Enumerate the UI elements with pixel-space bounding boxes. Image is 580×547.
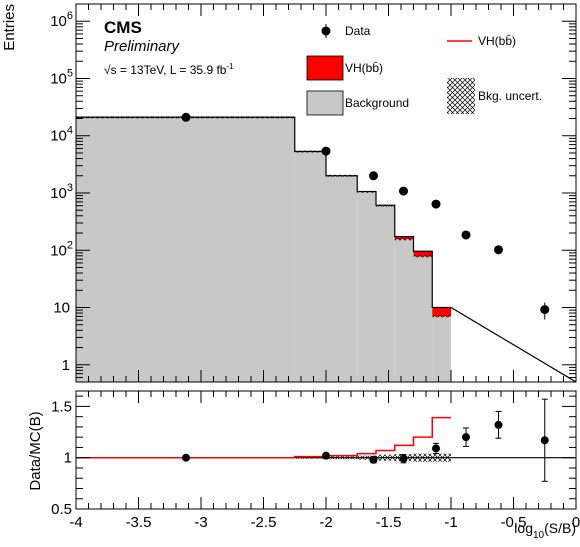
data-point [181,112,191,122]
ratio-frame [75,390,577,510]
ratio-point [494,420,503,429]
y-tick-label: 104 [50,125,73,145]
bkg-uncert-band [394,238,414,241]
ratio-point [540,436,549,445]
lumi-label: √s = 13TeV, L = 35.9 fb-1 [104,62,234,77]
background-bar [76,117,295,382]
lumi-text: √s = 13TeV, L = 35.9 fb [104,63,227,77]
data-point [321,146,331,156]
ratio-point [182,453,190,462]
ratio-y-tick-label: 1 [64,450,72,467]
y-tick-label: 1 [62,357,70,374]
x-axis-label-tail: (S/B) [544,520,576,536]
legend-entry-signal: VH(bb̄) [306,55,383,81]
data-point [540,305,550,315]
x-tick-label: -2.5 [251,514,277,531]
legend-label-bkg-uncert: Bkg. uncert. [478,89,542,103]
ratio-point [369,455,378,464]
legend-entry-bkg-uncert: Bkg. uncert. [447,78,542,114]
bkg-uncert-band [413,255,433,258]
x-tick-label: -4 [69,514,82,531]
background-bar [326,175,358,382]
data-point [494,245,503,255]
x-tick-label: -2 [319,514,332,531]
x-tick-label: -0.5 [501,514,527,531]
ratio-y-tick-label: 1.5 [51,398,72,415]
y-tick-label: 10 [53,300,70,317]
legend-label-background: Background [345,96,409,110]
legend-label-data: Data [345,24,371,38]
ratio-y-axis-label: Data/MC(B) [27,411,44,490]
ratio-panel: 0.5 1 1.5 -4 -3.5 -3 -2.5 -2 -1.5 -1 -0.5 0 Data/M… [27,390,580,541]
y-axis-label: Entries [1,4,18,51]
ratio-point [462,433,470,442]
ratio-signal-line [76,416,451,459]
legend-entry-data: Data [321,24,371,38]
ratio-y-tick-label: 0.5 [51,501,72,518]
data-point [461,230,471,240]
legend-label-signal: VH(bb̄) [345,61,383,75]
status-label: Preliminary [104,38,181,55]
x-tick-label: -1 [444,514,457,531]
background-bar [394,239,414,382]
main-panel: 1 10 102 103 104 105 106 Entries CMS Prelimina… [1,3,577,383]
y-tick-label: 105 [50,67,73,87]
x-tick-label: -3 [194,514,207,531]
ratio-point [322,451,330,460]
data-point [369,171,378,181]
signal-bar [394,236,414,240]
x-tick-label: -1.5 [376,514,402,531]
x-axis-label-sub: 10 [533,530,545,541]
x-tick-label: 0 [572,514,580,531]
bkg-uncert-band [432,315,451,318]
legend-entry-background: Background [306,90,409,116]
x-axis-label-main: log [514,520,533,536]
data-point [399,186,408,196]
ratio-point [399,454,408,463]
background-bar [357,191,376,382]
y-tick-label: 106 [50,10,73,30]
background-bar [432,316,451,382]
signal-bar [413,251,433,257]
legend: Data VH(bb̄) Background VH(bb̄) Bkg. unc… [306,24,542,116]
y-tick-label: 102 [50,239,73,259]
background-bar [376,205,395,382]
data-point [431,199,441,209]
ratio-point [432,444,440,453]
legend-label-signal-line: VH(bb̄) [478,34,516,48]
x-axis-label: log10(S/B) [514,520,576,541]
total-outline [76,116,576,382]
y-tick-label: 103 [50,182,73,202]
experiment-label: CMS [104,18,142,37]
x-tick-label: -3.5 [126,514,152,531]
legend-entry-signal-line: VH(bb̄) [447,34,516,48]
signal-bar [432,307,451,317]
background-bar [413,256,433,382]
background-bar [294,151,326,382]
lumi-sup: -1 [226,62,234,71]
